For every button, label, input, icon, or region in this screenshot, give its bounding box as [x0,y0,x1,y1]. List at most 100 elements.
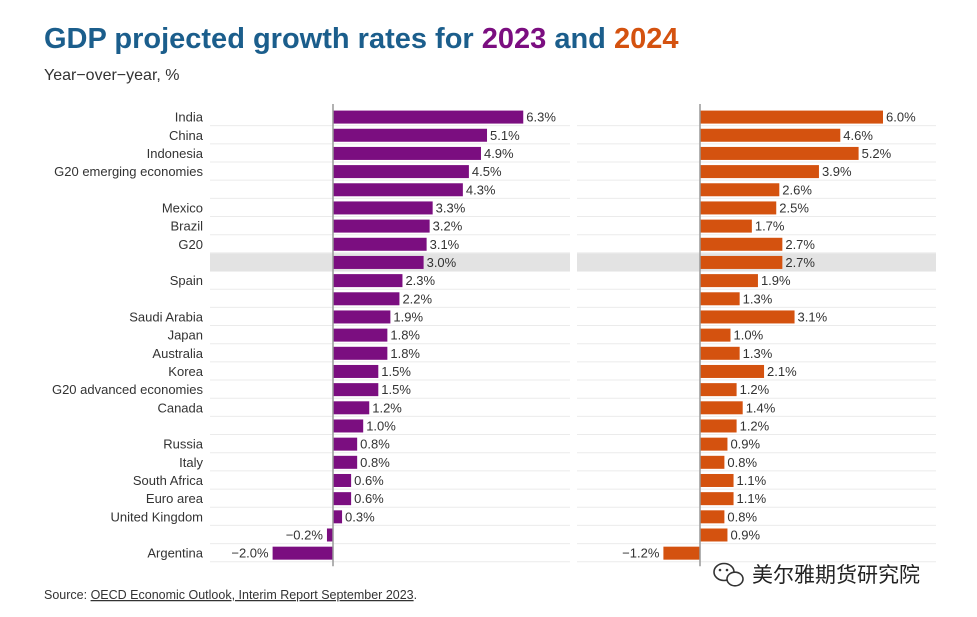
data-label-2023: 0.8% [360,437,390,452]
data-label-2023: −0.2% [286,527,324,542]
data-label-2023: 6.3% [526,110,556,125]
data-label-2023: 4.5% [472,164,502,179]
data-label-2023: 4.3% [466,182,496,197]
bar-2023 [333,437,358,451]
data-label-2024: 1.9% [761,273,791,288]
bar-2023 [333,346,388,360]
bar-2023 [333,473,352,487]
data-label-2024: 0.8% [727,509,757,524]
bar-2024 [700,165,819,179]
bar-2024 [700,183,780,197]
bar-2024 [700,146,859,160]
category-label: Indonesia [147,146,204,161]
data-label-2023: 1.2% [372,400,402,415]
category-label: Italy [179,455,203,470]
data-label-2023: 0.6% [354,473,384,488]
data-label-2023: −2.0% [231,546,269,561]
data-label-2023: 2.3% [405,273,435,288]
bar-2024 [700,419,737,433]
category-label: Korea [168,364,203,379]
category-label: Spain [170,273,203,288]
data-label-2024: 1.1% [737,473,767,488]
data-label-2023: 5.1% [490,128,520,143]
category-label: Australia [152,346,203,361]
data-label-2023: 1.5% [381,382,411,397]
data-label-2024: 4.6% [843,128,873,143]
category-label: Argentina [147,546,203,561]
category-label: India [175,110,204,125]
chart-title: GDP projected growth rates for 2023 and … [44,23,678,55]
watermark: 美尔雅期货研究院 [713,562,920,587]
data-label-2024: 1.3% [743,346,773,361]
bar-2023 [333,455,358,469]
bar-2023 [333,328,388,342]
data-label-2023: 1.8% [390,328,420,343]
bar-2023 [333,237,427,251]
data-label-2024: −1.2% [622,546,660,561]
category-label: Saudi Arabia [129,309,203,324]
data-label-2024: 0.9% [730,527,760,542]
bar-2024 [700,219,752,233]
bar-2023 [333,110,524,124]
bar-2024 [700,255,783,269]
bar-2023 [333,364,379,378]
bar-2024 [700,510,725,524]
data-label-2023: 0.6% [354,491,384,506]
source-link[interactable]: OECD Economic Outlook, Interim Report Se… [91,588,414,602]
data-label-2024: 1.2% [740,418,770,433]
data-label-2023: 4.9% [484,146,514,161]
data-label-2023: 1.0% [366,418,396,433]
bar-2024 [663,546,700,560]
data-label-2024: 1.0% [734,328,764,343]
data-label-2024: 1.1% [737,491,767,506]
bar-2023 [333,165,469,179]
data-label-2023: 1.9% [393,309,423,324]
source-prefix: Source: [44,588,91,602]
data-label-2024: 3.1% [798,309,828,324]
category-label: Mexico [162,200,203,215]
bar-2023 [333,292,400,306]
data-label-2023: 0.3% [345,509,375,524]
category-label: G20 advanced economies [52,382,204,397]
data-label-2023: 3.2% [433,219,463,234]
bar-2024 [700,383,737,397]
data-label-2024: 2.7% [785,237,815,252]
data-label-2024: 0.9% [730,437,760,452]
data-label-2024: 0.8% [727,455,757,470]
bar-2023 [333,201,433,215]
data-label-2023: 1.5% [381,364,411,379]
category-label: Canada [157,400,203,415]
data-label-2024: 5.2% [862,146,892,161]
bar-2023 [333,274,403,288]
bar-2023 [272,546,333,560]
bar-2023 [333,128,488,142]
wechat-icon [713,562,744,587]
bar-2024 [700,528,728,542]
data-label-2023: 3.3% [436,200,466,215]
bar-2024 [700,401,743,415]
data-label-2023: 0.8% [360,455,390,470]
bar-2024 [700,473,734,487]
data-label-2024: 2.7% [785,255,815,270]
data-label-2024: 1.2% [740,382,770,397]
data-label-2023: 3.1% [430,237,460,252]
bar-2023 [333,255,424,269]
bar-2024 [700,310,795,324]
bar-2023 [333,401,370,415]
bar-2024 [700,292,740,306]
category-label: G20 [178,237,203,252]
category-label: Russia [163,437,204,452]
data-label-2023: 2.2% [402,291,432,306]
bar-2023 [333,492,352,506]
data-label-2024: 1.3% [743,291,773,306]
bar-2024 [700,455,725,469]
chart-subtitle: Year−over−year, % [44,67,180,84]
bar-2024 [700,237,783,251]
bar-2024 [700,346,740,360]
bar-2023 [333,419,364,433]
title-year-2023: 2023 [482,23,547,55]
title-prefix: GDP projected growth rates for [44,23,482,55]
data-label-2024: 2.1% [767,364,797,379]
data-label-2024: 6.0% [886,110,916,125]
